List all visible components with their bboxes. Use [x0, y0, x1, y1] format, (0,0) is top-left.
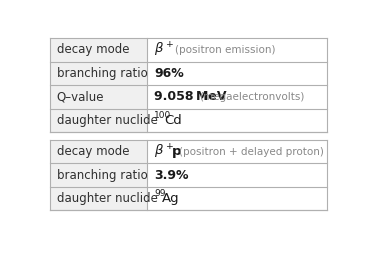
Text: decay mode: decay mode: [57, 43, 129, 56]
Text: 9.058 MeV: 9.058 MeV: [154, 90, 227, 103]
Text: (positron emission): (positron emission): [175, 45, 275, 55]
Bar: [147, 109, 327, 132]
Text: Q–value: Q–value: [57, 90, 104, 103]
Bar: [50, 109, 147, 132]
Text: Ag: Ag: [162, 192, 180, 205]
Text: branching ratio: branching ratio: [57, 169, 147, 182]
Bar: [50, 85, 147, 109]
Text: p: p: [171, 145, 181, 158]
Bar: [147, 140, 327, 163]
Bar: [50, 62, 147, 85]
Text: daughter nuclide: daughter nuclide: [57, 192, 158, 205]
Text: $\mathit{\beta}^+$: $\mathit{\beta}^+$: [154, 41, 174, 59]
Bar: [147, 85, 327, 109]
Bar: [147, 163, 327, 187]
Text: branching ratio: branching ratio: [57, 67, 147, 80]
Text: 100: 100: [154, 111, 171, 120]
Text: 96%: 96%: [154, 67, 184, 80]
Bar: [50, 187, 147, 210]
Bar: [147, 62, 327, 85]
Text: $\mathit{\beta}^+$: $\mathit{\beta}^+$: [154, 142, 174, 161]
Text: 3.9%: 3.9%: [154, 169, 189, 182]
Bar: [50, 38, 147, 62]
Text: daughter nuclide: daughter nuclide: [57, 114, 158, 127]
Text: (positron + delayed proton): (positron + delayed proton): [178, 147, 323, 156]
Bar: [147, 38, 327, 62]
Text: decay mode: decay mode: [57, 145, 129, 158]
Bar: [147, 187, 327, 210]
Bar: [50, 140, 147, 163]
Text: Cd: Cd: [164, 114, 181, 127]
Text: (megaelectronvolts): (megaelectronvolts): [199, 92, 305, 102]
Bar: [50, 163, 147, 187]
Text: 99: 99: [154, 189, 166, 198]
